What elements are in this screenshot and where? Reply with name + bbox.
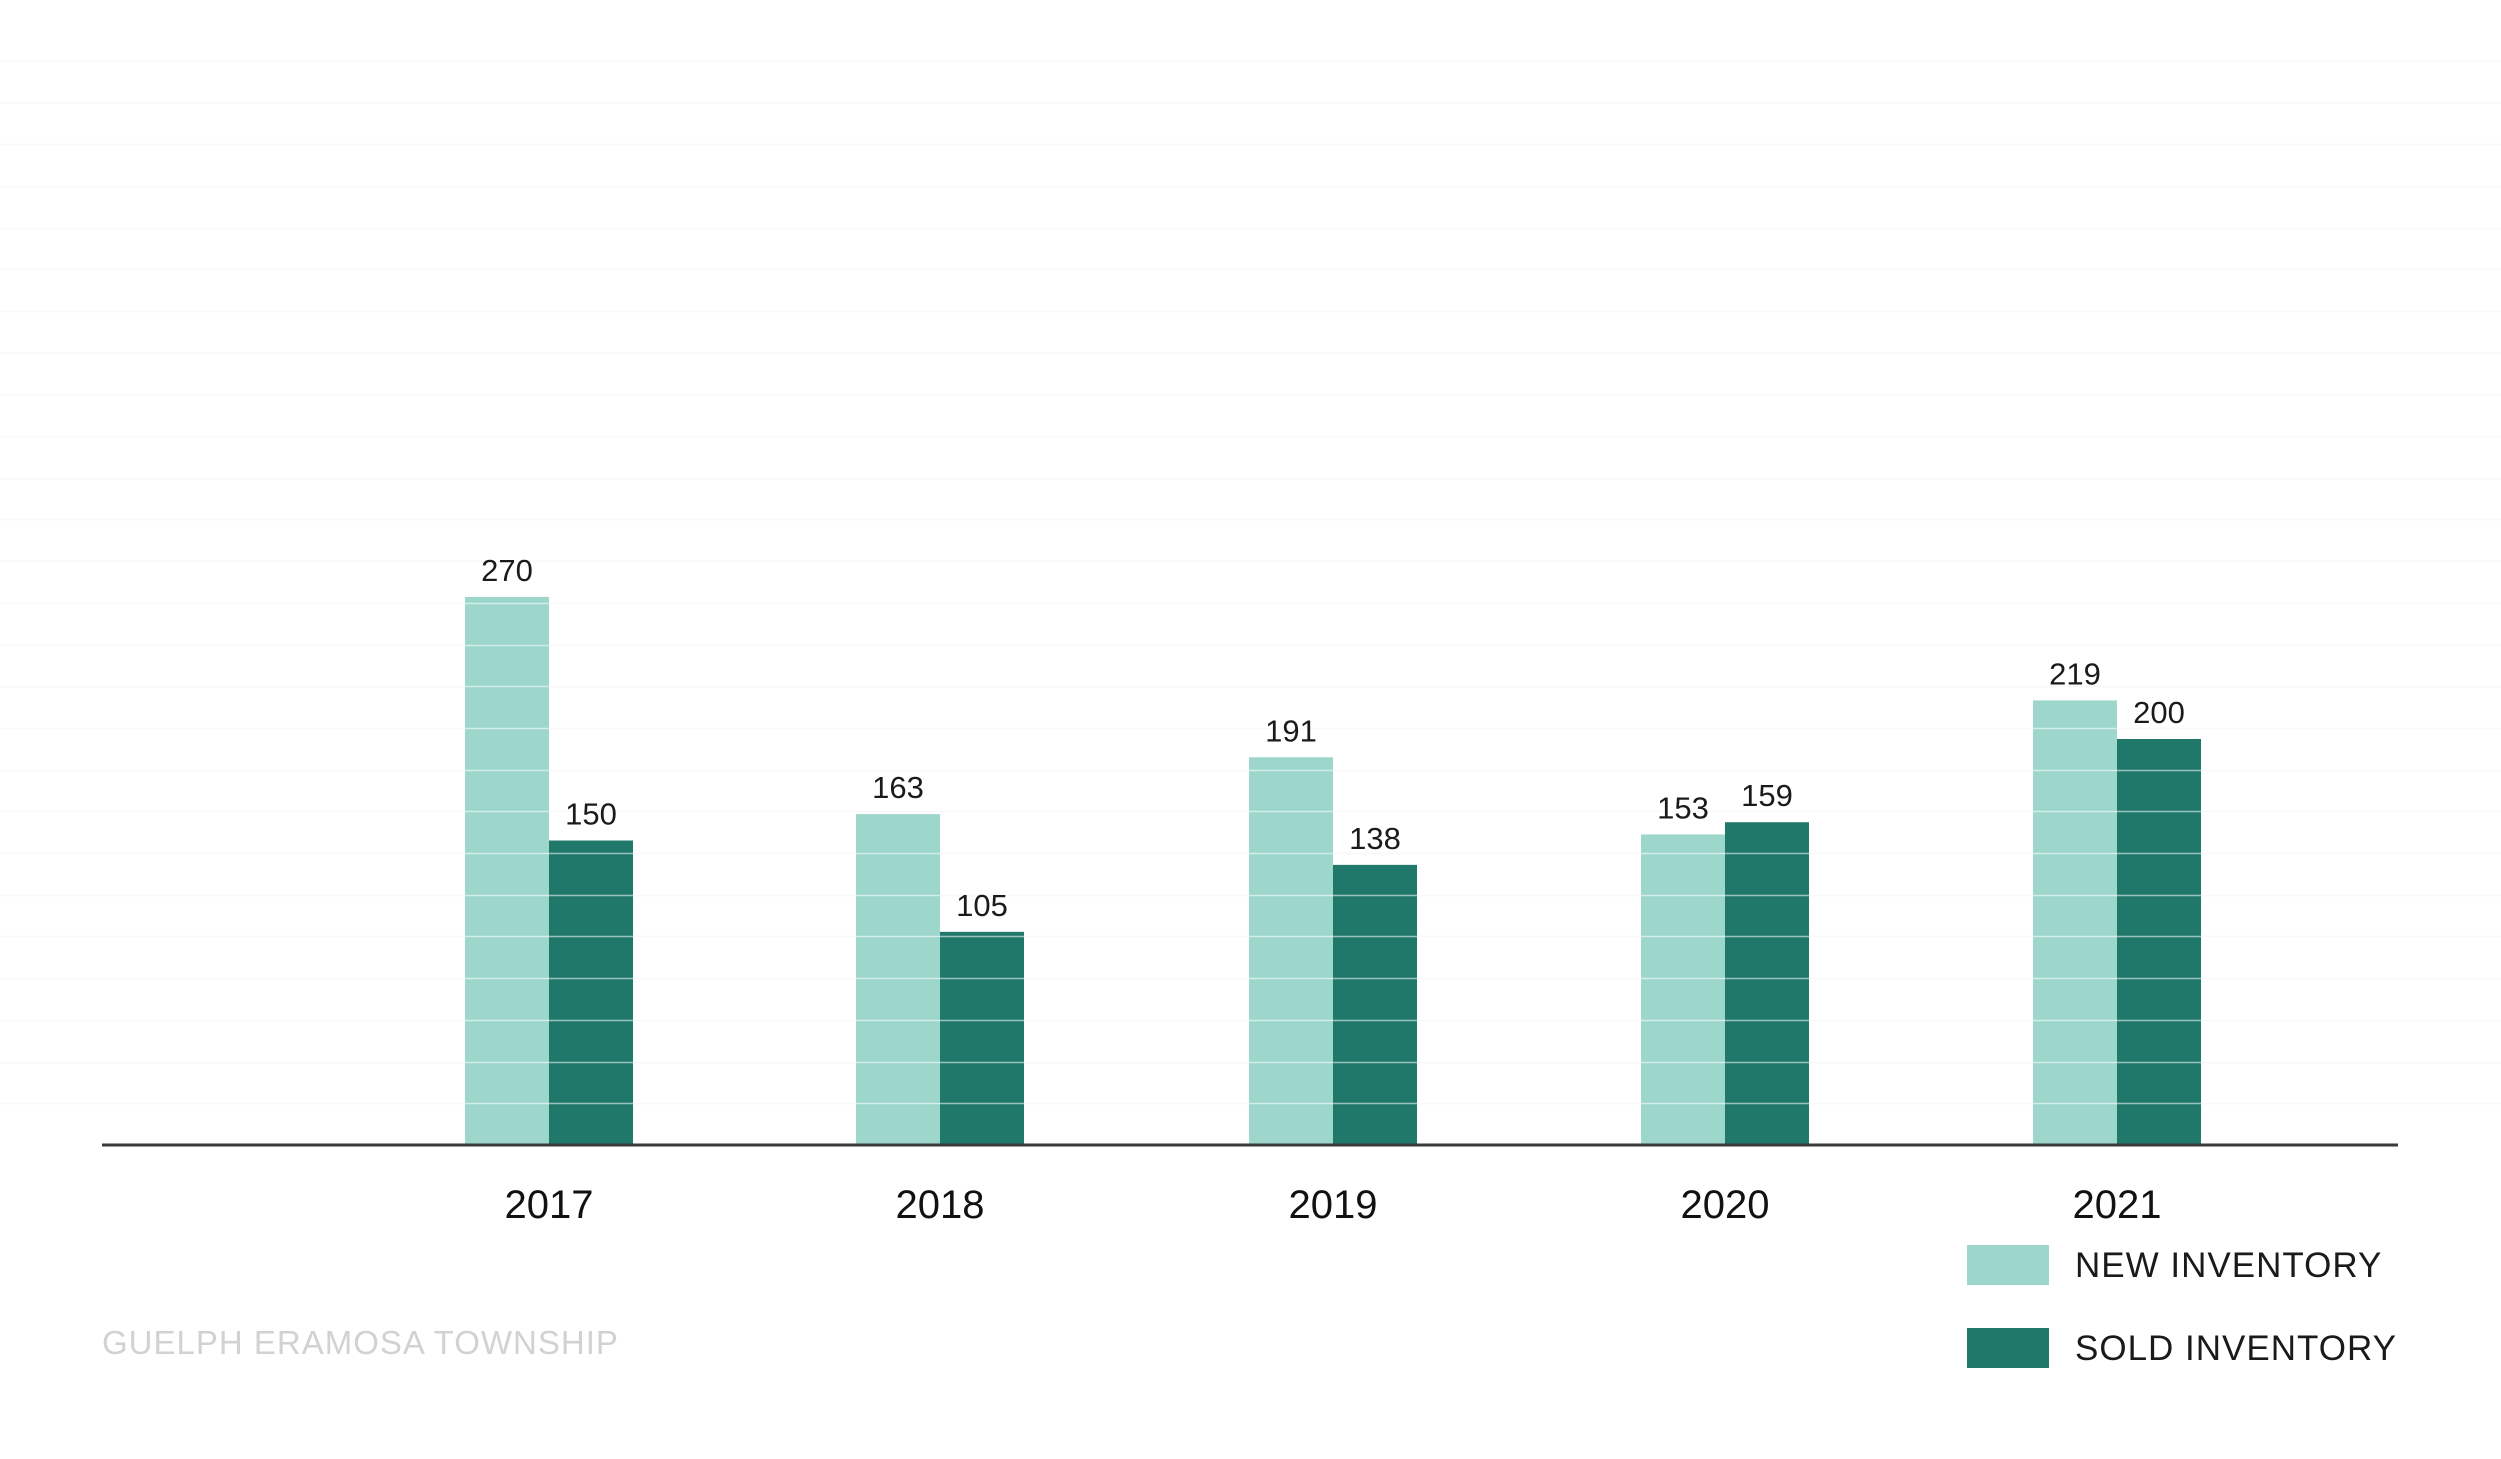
data-label-sold-2020: 159 [1741,778,1793,813]
bar-new-2021 [2033,700,2117,1145]
legend: NEW INVENTORY SOLD INVENTORY [1967,1245,2397,1368]
legend-label-sold: SOLD INVENTORY [2075,1329,2397,1368]
bar-new-2017 [465,596,549,1145]
legend-swatch-sold [1967,1328,2049,1368]
legend-label-new: NEW INVENTORY [2075,1246,2382,1285]
data-label-new-2017: 270 [481,553,533,588]
x-tick-labels: 2017 2018 2019 2020 2021 [505,1183,2162,1227]
data-label-sold-2021: 200 [2133,695,2185,730]
x-tick-label-2019: 2019 [1289,1183,1378,1227]
data-label-new-2021: 219 [2049,656,2101,691]
x-tick-label-2017: 2017 [505,1183,594,1227]
data-label-sold-2018: 105 [956,888,1008,923]
data-label-new-2018: 163 [872,770,924,805]
x-tick-label-2018: 2018 [896,1183,985,1227]
bar-sold-2018 [940,931,1024,1145]
bar-gridlines [0,60,2501,1105]
x-tick-label-2021: 2021 [2073,1183,2162,1227]
data-label-sold-2019: 138 [1349,821,1401,856]
bar-new-2019 [1249,757,1333,1145]
bars [465,596,2201,1145]
bar-new-2018 [856,814,940,1145]
x-tick-label-2020: 2020 [1681,1183,1770,1227]
data-label-new-2020: 153 [1657,790,1709,825]
data-label-new-2019: 191 [1265,713,1317,748]
bar-sold-2019 [1333,864,1417,1145]
footer-source-label: GUELPH ERAMOSA TOWNSHIP [102,1324,619,1361]
legend-swatch-new [1967,1245,2049,1285]
value-labels: 270 150 163 105 191 138 153 159 219 200 [481,553,2185,923]
bar-sold-2020 [1725,822,1809,1145]
bar-sold-2021 [2117,739,2201,1145]
bar-new-2020 [1641,834,1725,1145]
data-label-sold-2017: 150 [565,797,617,832]
bar-sold-2017 [549,840,633,1145]
